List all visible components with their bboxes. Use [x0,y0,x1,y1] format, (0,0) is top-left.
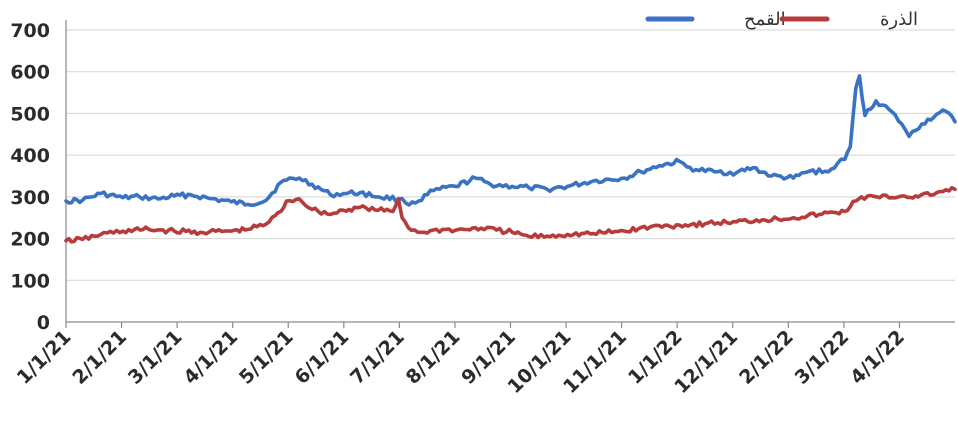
x-tick-label: 3/1/21 [124,326,187,389]
x-tick-label: 1/1/21 [13,326,76,389]
x-tick-label: 8/1/21 [402,326,465,389]
series-line-1 [64,185,957,244]
y-tick-label: 100 [10,270,50,292]
legend-label-0: القمح [744,9,786,30]
grid-layer [66,29,955,281]
y-tick-label: 500 [10,103,50,125]
y-tick-label: 0 [37,312,50,334]
y-tick-label: 600 [10,62,50,84]
x-tick-label: 4/1/22 [846,326,909,389]
x-tick-label: 6/1/21 [291,326,354,389]
axis-layer: 0 100 200 300 400 500 600 700 1/1/212/1/213/1/21… [10,20,955,398]
y-tick-label: 200 [10,229,50,251]
series-layer [64,74,957,244]
y-tick-label: 400 [10,145,50,167]
x-tick-label: 7/1/21 [346,326,409,389]
series-line-0 [64,74,957,207]
x-tick-label: 5/1/21 [235,326,298,389]
x-tick-label: 3/1/22 [791,326,854,389]
legend-label-1: الذرة [880,9,918,30]
x-tick-label: 4/1/21 [179,326,242,389]
legend: القمح الذرة [645,9,918,30]
y-tick-label: 700 [10,20,50,42]
x-tick-label: 2/1/22 [735,326,798,389]
y-tick-label: 300 [10,187,50,209]
x-tick-label: 2/1/21 [68,326,131,389]
